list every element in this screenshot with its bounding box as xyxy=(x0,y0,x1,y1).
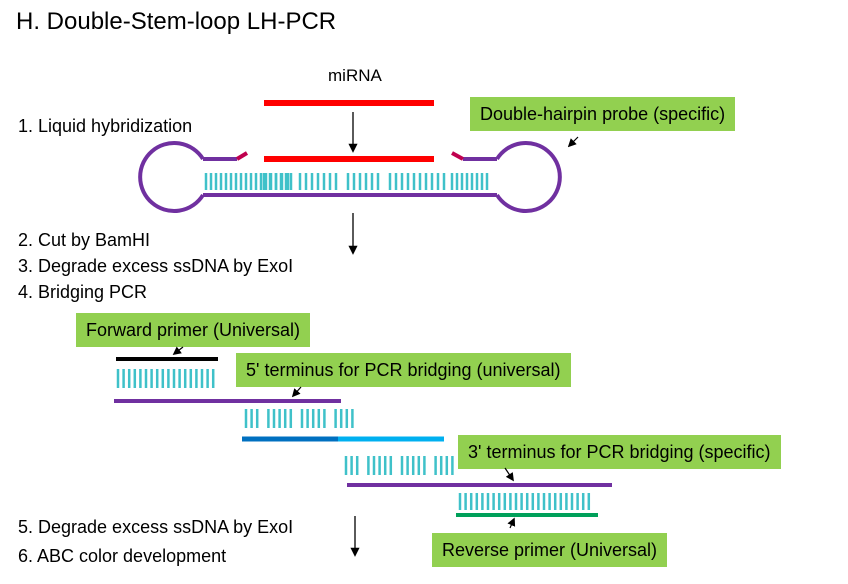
three-prime-pointer-arrow xyxy=(504,467,514,482)
double-hairpin-probe xyxy=(138,141,562,213)
probe-left-loop xyxy=(138,141,205,213)
right-cut-end xyxy=(451,151,464,161)
probe-callout: Double-hairpin probe (specific) xyxy=(470,97,736,131)
three-prime-callout: 3' terminus for PCR bridging (specific) xyxy=(458,435,781,469)
step-liquid-hybridization: 1. Liquid hybridization xyxy=(18,116,193,136)
reverse-pointer-arrow xyxy=(507,517,516,529)
five-prime-bases xyxy=(244,409,354,428)
forward-primer-bases xyxy=(116,369,215,388)
five-prime-pointer-arrow xyxy=(291,386,302,398)
probe-right-loop xyxy=(495,141,562,213)
probe-right-stem-bases xyxy=(450,173,489,190)
reverse-primer-callout: Reverse primer (Universal) xyxy=(432,533,668,567)
base-pair-ticks xyxy=(116,173,591,510)
left-cut-end xyxy=(235,151,249,161)
five-prime-callout: 5' terminus for PCR bridging (universal) xyxy=(236,353,571,387)
reverse-primer-bases xyxy=(458,493,591,510)
page-title: H. Double-Stem-loop LH-PCR xyxy=(16,8,337,35)
probe-left-stem-bases xyxy=(204,173,293,190)
forward-pointer-arrow xyxy=(172,346,184,356)
step-degrade-exoi: 3. Degrade excess ssDNA by ExoI xyxy=(18,256,294,276)
three-prime-bases xyxy=(344,456,454,475)
step-abc-color: 6. ABC color development xyxy=(18,546,227,566)
forward-primer-callout: Forward primer (Universal) xyxy=(76,313,311,347)
step-degrade-exoi-2: 5. Degrade excess ssDNA by ExoI xyxy=(18,517,294,537)
probe-center-bases xyxy=(262,173,446,190)
step-cut-bamhi: 2. Cut by BamHI xyxy=(18,230,151,250)
probe-pointer-arrow xyxy=(567,136,579,148)
step-bridging-pcr: 4. Bridging PCR xyxy=(18,282,148,302)
mirna-label: miRNA xyxy=(328,66,382,85)
